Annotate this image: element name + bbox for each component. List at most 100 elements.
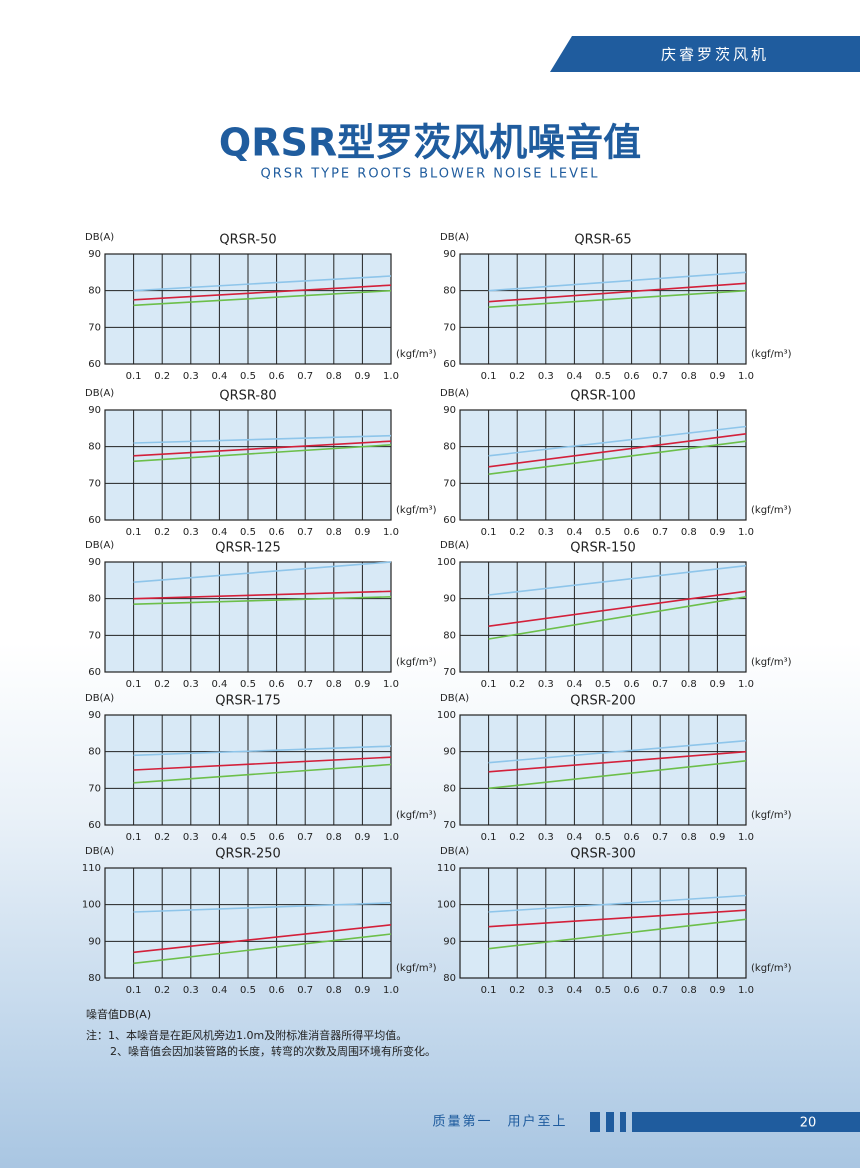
x-tick-label: 0.6 — [269, 985, 285, 996]
y-tick-label: 90 — [443, 936, 456, 947]
y-tick-label: 70 — [443, 322, 456, 333]
x-tick-label: 0.4 — [211, 679, 227, 690]
x-axis-label: (kgf/m³) — [751, 657, 792, 668]
series-line — [133, 434, 392, 444]
series-line — [488, 425, 747, 457]
series-line — [133, 275, 392, 292]
x-tick-label: 0.2 — [154, 832, 170, 843]
x-tick-label: 0.5 — [240, 527, 256, 538]
y-tick-label: 100 — [437, 557, 456, 568]
x-tick-label: 0.7 — [297, 679, 313, 690]
x-axis-label: (kgf/m³) — [751, 505, 792, 516]
series-line — [488, 750, 747, 773]
x-tick-label: 0.9 — [354, 527, 370, 538]
x-tick-label: 0.4 — [566, 832, 582, 843]
chart-title: QRSR-125 — [215, 541, 281, 556]
x-tick-label: 0.4 — [566, 371, 582, 382]
x-tick-label: 0.9 — [709, 679, 725, 690]
x-tick-label: 0.4 — [211, 527, 227, 538]
y-tick-label: 60 — [88, 515, 101, 526]
x-tick-label: 0.2 — [509, 679, 525, 690]
y-tick-label: 90 — [88, 936, 101, 947]
x-tick-label: 0.1 — [481, 832, 497, 843]
y-tick-label: 70 — [88, 322, 101, 333]
x-tick-label: 1.0 — [738, 832, 754, 843]
y-tick-label: 100 — [437, 900, 456, 911]
chart-title: QRSR-200 — [570, 694, 636, 709]
y-tick-label: 90 — [443, 747, 456, 758]
y-tick-label: 110 — [437, 863, 456, 874]
x-tick-label: 0.6 — [624, 832, 640, 843]
x-tick-label: 0.3 — [183, 527, 199, 538]
x-tick-label: 0.6 — [269, 679, 285, 690]
x-tick-label: 0.2 — [509, 371, 525, 382]
x-axis-label: (kgf/m³) — [396, 349, 437, 360]
x-tick-label: 0.1 — [126, 985, 142, 996]
chart-title: QRSR-100 — [570, 389, 636, 404]
x-tick-label: 0.9 — [709, 527, 725, 538]
x-tick-label: 0.5 — [240, 371, 256, 382]
y-tick-label: 70 — [88, 783, 101, 794]
y-tick-label: 80 — [443, 630, 456, 641]
footer-slogan: 质量第一 用户至上 — [432, 1114, 567, 1130]
series-line — [133, 289, 392, 307]
y-tick-label: 80 — [443, 973, 456, 984]
x-tick-label: 0.8 — [681, 371, 697, 382]
x-axis-label: (kgf/m³) — [396, 963, 437, 974]
x-tick-label: 0.9 — [354, 679, 370, 690]
x-tick-label: 0.9 — [354, 832, 370, 843]
x-tick-label: 0.4 — [211, 371, 227, 382]
y-tick-label: 80 — [443, 286, 456, 297]
y-tick-label: 80 — [443, 442, 456, 453]
x-tick-label: 0.1 — [481, 679, 497, 690]
x-tick-label: 0.7 — [652, 985, 668, 996]
footer-bar — [606, 1112, 614, 1132]
x-axis-label: (kgf/m³) — [751, 810, 792, 821]
x-tick-label: 0.7 — [652, 679, 668, 690]
x-tick-label: 0.7 — [297, 371, 313, 382]
chart-title: QRSR-150 — [570, 541, 636, 556]
series-line — [488, 918, 747, 950]
brand: 庆睿罗茨风机 — [661, 46, 769, 64]
series-line — [133, 763, 392, 784]
series-line — [133, 745, 392, 757]
x-tick-label: 1.0 — [738, 985, 754, 996]
x-tick-label: 0.2 — [509, 832, 525, 843]
y-tick-label: 60 — [88, 359, 101, 370]
footer-bar — [620, 1112, 626, 1132]
x-axis-label: (kgf/m³) — [396, 505, 437, 516]
y-tick-label: 90 — [443, 249, 456, 260]
x-tick-label: 0.6 — [269, 832, 285, 843]
x-tick-label: 0.8 — [326, 679, 342, 690]
x-tick-label: 1.0 — [738, 679, 754, 690]
x-tick-label: 0.5 — [595, 679, 611, 690]
x-tick-label: 0.1 — [126, 527, 142, 538]
y-tick-label: 70 — [443, 820, 456, 831]
x-tick-label: 0.5 — [240, 832, 256, 843]
y-axis-label: DB(A) — [440, 846, 469, 857]
series-line — [488, 590, 747, 627]
chart-title: QRSR-250 — [215, 847, 281, 862]
x-tick-label: 0.2 — [154, 527, 170, 538]
x-tick-label: 0.3 — [538, 371, 554, 382]
chart-title: QRSR-50 — [219, 233, 276, 248]
x-tick-label: 0.4 — [566, 985, 582, 996]
series-line — [133, 933, 392, 965]
x-tick-label: 0.9 — [709, 832, 725, 843]
x-tick-label: 0.1 — [126, 371, 142, 382]
footer-bar — [590, 1112, 600, 1132]
y-tick-label: 90 — [443, 405, 456, 416]
series-line — [133, 561, 392, 583]
chart-title: QRSR-175 — [215, 694, 281, 709]
x-tick-label: 0.8 — [681, 679, 697, 690]
series-line — [133, 756, 392, 771]
x-tick-label: 0.7 — [297, 985, 313, 996]
x-tick-label: 0.6 — [624, 985, 640, 996]
x-tick-label: 0.8 — [326, 985, 342, 996]
series-line — [488, 433, 747, 468]
x-tick-label: 0.2 — [509, 985, 525, 996]
x-axis-label: (kgf/m³) — [396, 810, 437, 821]
series-line — [133, 596, 392, 605]
y-tick-label: 90 — [88, 557, 101, 568]
